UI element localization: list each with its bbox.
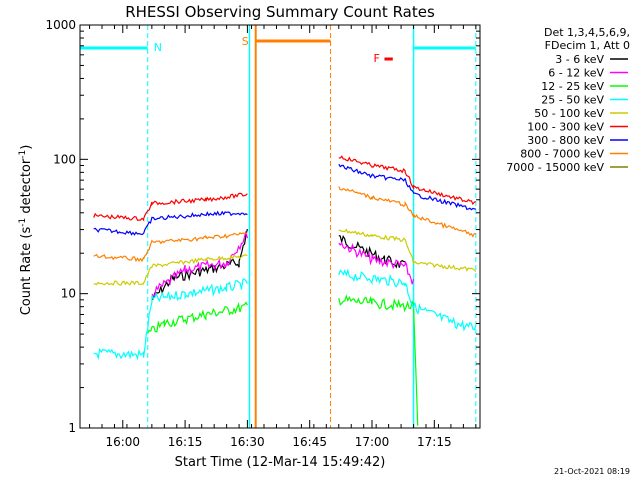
y-axis-label: Count Rate (s-1 detector-1) [18, 145, 34, 316]
series-line-0 [151, 228, 248, 301]
legend-header-line-2: FDecim 1, Att 0 [545, 39, 630, 52]
legend-entry-label: 25 - 50 keV [541, 94, 604, 107]
x-axis-label: Start Time (12-Mar-14 15:49:42) [175, 455, 386, 470]
series-line-7 [93, 232, 248, 263]
annotations: N S F [80, 25, 477, 428]
x-tick-label: 17:00 [355, 435, 390, 449]
legend-entry-label: 6 - 12 keV [548, 67, 604, 80]
x-tick-label: 16:30 [230, 435, 265, 449]
x-tick-label: 16:15 [168, 435, 203, 449]
series-line-6 [93, 210, 248, 236]
footer-timestamp: 21-Oct-2021 08:19 [554, 467, 630, 476]
annotation-s-label: S [242, 35, 249, 48]
series-line-3 [338, 268, 477, 332]
series-line-5 [93, 192, 248, 222]
legend-entry-label: 100 - 300 keV [527, 121, 604, 134]
legend-entry-label: 300 - 800 keV [527, 134, 604, 147]
legend-entry-label: 12 - 25 keV [541, 80, 604, 93]
series-line-0 [338, 234, 406, 269]
series-line-2 [338, 294, 419, 426]
series-line-5 [338, 155, 477, 206]
series-line-4 [93, 254, 248, 286]
chart-title: RHESSI Observing Summary Count Rates [125, 3, 435, 21]
annotation-n-label: N [154, 41, 162, 54]
legend-entry-label: 3 - 6 keV [555, 53, 604, 66]
series-line-7 [338, 186, 476, 238]
series-line-1 [338, 241, 415, 285]
legend: Det 1,3,4,5,6,9, FDecim 1, Att 0 3 - 6 k… [506, 26, 630, 174]
x-tick-label: 16:00 [105, 435, 140, 449]
series-line-6 [338, 163, 476, 211]
x-tick-label: 17:15 [417, 435, 452, 449]
legend-entry-label: 50 - 100 keV [534, 107, 604, 120]
series-line-4 [338, 228, 477, 272]
y-tick-label: 10 [61, 287, 76, 301]
legend-entry-label: 7000 - 15000 keV [506, 161, 604, 174]
series-line-3 [93, 278, 248, 361]
y-tick-label: 1000 [45, 18, 76, 32]
series-line-2 [147, 301, 248, 334]
x-tick-label: 16:45 [292, 435, 327, 449]
annotation-f-label: F [373, 52, 379, 65]
legend-header-line-1: Det 1,3,4,5,6,9, [544, 26, 630, 39]
legend-entry-label: 800 - 7000 keV [520, 148, 604, 161]
plot-frame [79, 24, 481, 429]
series-lines [93, 155, 477, 426]
y-tick-label: 1 [68, 421, 76, 435]
y-tick-label: 100 [53, 152, 76, 166]
axes: 1 10 100 1000 16:00 16:15 16:30 16:45 17:00 17:15 [45, 18, 481, 449]
